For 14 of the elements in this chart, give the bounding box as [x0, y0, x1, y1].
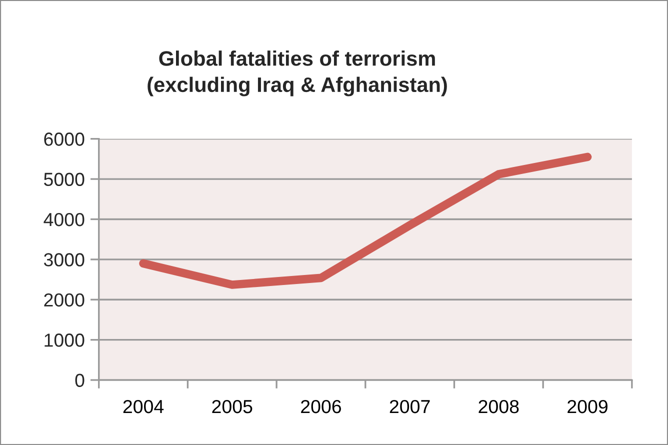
x-tick-label: 2005: [212, 400, 252, 414]
chart-title: Global fatalities of terrorism (excluding Iraq & Afghanistan): [148, 50, 447, 96]
y-tick-label: 4000: [44, 212, 84, 226]
x-tick-label: 2006: [301, 400, 342, 414]
x-tick-label: 2007: [390, 400, 430, 414]
y-tick-label: 6000: [44, 132, 84, 146]
y-tick-label: 3000: [44, 253, 84, 266]
y-tick-label: 1000: [44, 334, 84, 347]
x-tick-label: 2004: [123, 400, 164, 414]
y-tick-label: 5000: [44, 172, 84, 186]
x-tick-label: 2008: [478, 400, 519, 414]
y-tick-label: 0: [75, 374, 84, 388]
x-tick-label: 2009: [568, 400, 608, 414]
y-tick-label: 2000: [44, 293, 84, 307]
